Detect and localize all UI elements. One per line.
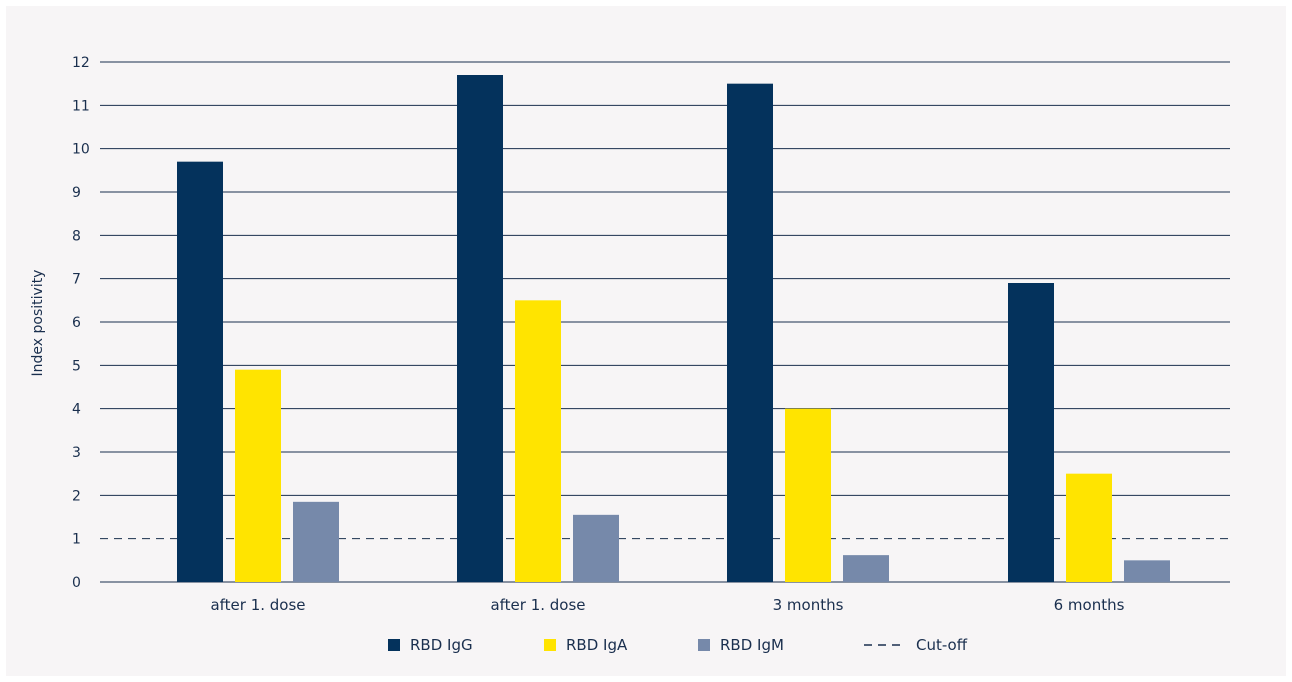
y-tick-label: 11 (72, 98, 90, 114)
chart-frame: 0 1 2 3 4 5 6 7 8 9 10 11 12 after 1. dose after 1. d… (6, 6, 1286, 676)
y-tick-label: 12 (72, 55, 90, 71)
bar-rbd-igm (843, 555, 889, 582)
legend-label: RBD IgA (566, 636, 628, 654)
legend-swatch (544, 639, 556, 651)
y-tick-label: 5 (72, 358, 81, 374)
y-tick-label: 10 (72, 142, 90, 158)
bar-rbd-igg (727, 83, 773, 583)
y-axis-title: Index positivity (30, 270, 46, 377)
bar-rbd-iga (515, 300, 561, 582)
x-category-label: after 1. dose (210, 596, 305, 614)
y-tick-label: 8 (72, 228, 81, 244)
y-tick-label: 6 (72, 315, 81, 331)
bar-rbd-igm (573, 514, 619, 582)
bar-rbd-igg (1008, 283, 1054, 582)
bars (177, 75, 1170, 583)
x-category-label: 3 months (773, 596, 844, 614)
y-tick-label: 0 (72, 575, 81, 591)
legend: RBD IgG RBD IgA RBD IgM Cut-off (388, 636, 968, 654)
legend-label: Cut-off (916, 636, 968, 654)
y-tick-label: 3 (72, 445, 81, 461)
bar-rbd-iga (785, 408, 831, 582)
legend-label: RBD IgG (410, 636, 473, 654)
bar-rbd-iga (235, 369, 281, 582)
bar-rbd-iga (1066, 473, 1112, 582)
y-tick-label: 7 (72, 272, 81, 288)
x-category-label: after 1. dose (490, 596, 585, 614)
bar-rbd-igg (457, 75, 503, 582)
bar-rbd-igm (1124, 560, 1170, 582)
bar-rbd-igm (293, 501, 339, 582)
y-tick-label: 9 (72, 185, 81, 201)
y-tick-label: 4 (72, 402, 81, 418)
y-tick-label: 2 (72, 488, 81, 504)
y-tick-label: 1 (72, 532, 81, 548)
bar-rbd-igg (177, 161, 223, 582)
legend-label: RBD IgM (720, 636, 784, 654)
legend-swatch (698, 639, 710, 651)
x-axis-categories: after 1. dose after 1. dose 3 months 6 mont… (210, 596, 1124, 614)
legend-swatch (388, 639, 400, 651)
x-category-label: 6 months (1054, 596, 1125, 614)
